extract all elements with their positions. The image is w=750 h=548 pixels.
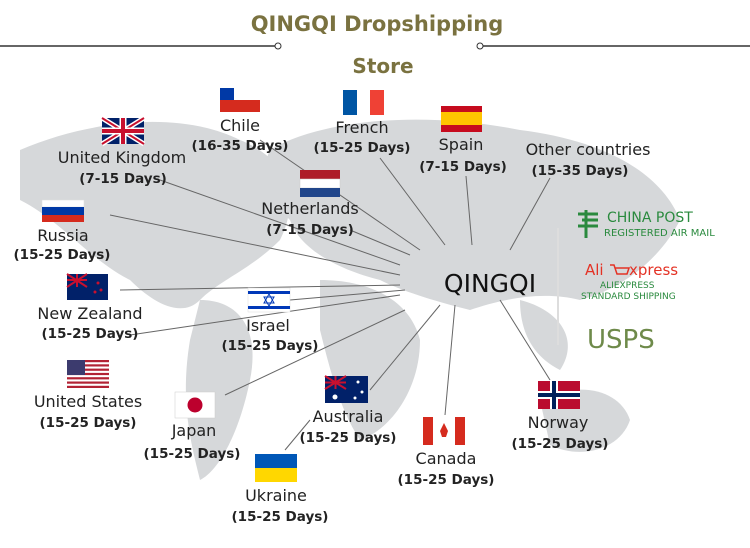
flag-france bbox=[343, 90, 384, 115]
delivery-days: (15-25 Days) bbox=[314, 140, 411, 156]
title: QINGQI Dropshipping bbox=[251, 12, 504, 36]
country-name: United Kingdom bbox=[58, 148, 186, 167]
country-name: New Zealand bbox=[37, 304, 142, 323]
flag-norway bbox=[538, 381, 580, 409]
flag-australia bbox=[324, 375, 368, 403]
brand-suffix: xpress bbox=[629, 261, 678, 279]
delivery-days: (15-25 Days) bbox=[398, 472, 495, 488]
delivery-days: (15-25 Days) bbox=[300, 430, 397, 446]
flag-netherlands bbox=[299, 170, 341, 197]
delivery-days: (15-25 Days) bbox=[14, 247, 111, 263]
delivery-days: (15-25 Days) bbox=[42, 326, 139, 342]
delivery-days: (7-15 Days) bbox=[419, 159, 507, 175]
country-name: Norway bbox=[528, 413, 589, 432]
flag-japan bbox=[174, 391, 216, 419]
delivery-days: (16-35 Days) bbox=[192, 138, 289, 154]
delivery-days: (15-25 Days) bbox=[40, 415, 137, 431]
carrier-line2: STANDARD SHIPPING bbox=[581, 292, 676, 302]
delivery-days: (15-35 Days) bbox=[532, 163, 629, 179]
flag-canada bbox=[423, 417, 465, 445]
flag-russia bbox=[41, 199, 85, 222]
delivery-days: (15-25 Days) bbox=[222, 338, 319, 354]
flags bbox=[41, 88, 580, 482]
delivery-days: (7-15 Days) bbox=[79, 171, 167, 187]
country-name: Canada bbox=[416, 449, 477, 468]
country-name: French bbox=[335, 118, 388, 137]
delivery-days: (15-25 Days) bbox=[144, 446, 241, 462]
country-name: Israel bbox=[246, 316, 290, 335]
country-name: Australia bbox=[313, 407, 384, 426]
flag-israel bbox=[247, 287, 291, 313]
carrier-name: CHINA POST bbox=[607, 210, 693, 226]
aliexpress: Ali xpress ALIEXPRESS STANDARD SHIPPING bbox=[581, 261, 678, 302]
destinations: Chile (16-35 Days) French (15-25 Days) Spain… bbox=[14, 116, 651, 525]
flag-spain bbox=[441, 106, 482, 132]
usps: USPS bbox=[587, 325, 655, 355]
delivery-days: (15-25 Days) bbox=[232, 509, 329, 525]
country-name: Ukraine bbox=[245, 486, 307, 505]
country-name: United States bbox=[34, 392, 142, 411]
delivery-days: (15-25 Days) bbox=[512, 436, 609, 452]
country-name: Chile bbox=[220, 116, 260, 135]
country-name: Russia bbox=[37, 226, 88, 245]
flag-ukraine bbox=[255, 454, 297, 482]
brand-prefix: Ali bbox=[585, 261, 604, 279]
delivery-days: (7-15 Days) bbox=[266, 222, 354, 238]
carrier-detail: REGISTERED AIR MAIL bbox=[604, 228, 715, 239]
country-name: Japan bbox=[171, 421, 217, 440]
flag-usa bbox=[67, 360, 109, 388]
country-name: Spain bbox=[439, 135, 484, 154]
hub-label: QINGQI bbox=[444, 269, 536, 298]
china-post: CHINA POST REGISTERED AIR MAIL bbox=[578, 210, 715, 239]
flag-uk bbox=[100, 115, 146, 147]
flag-new-zealand bbox=[66, 273, 108, 300]
flag-chile bbox=[220, 88, 260, 112]
subtitle: Store bbox=[352, 54, 413, 78]
country-name: Other countries bbox=[526, 140, 651, 159]
country-name: Netherlands bbox=[261, 199, 359, 218]
carrier-line1: ALIEXPRESS bbox=[600, 281, 655, 291]
